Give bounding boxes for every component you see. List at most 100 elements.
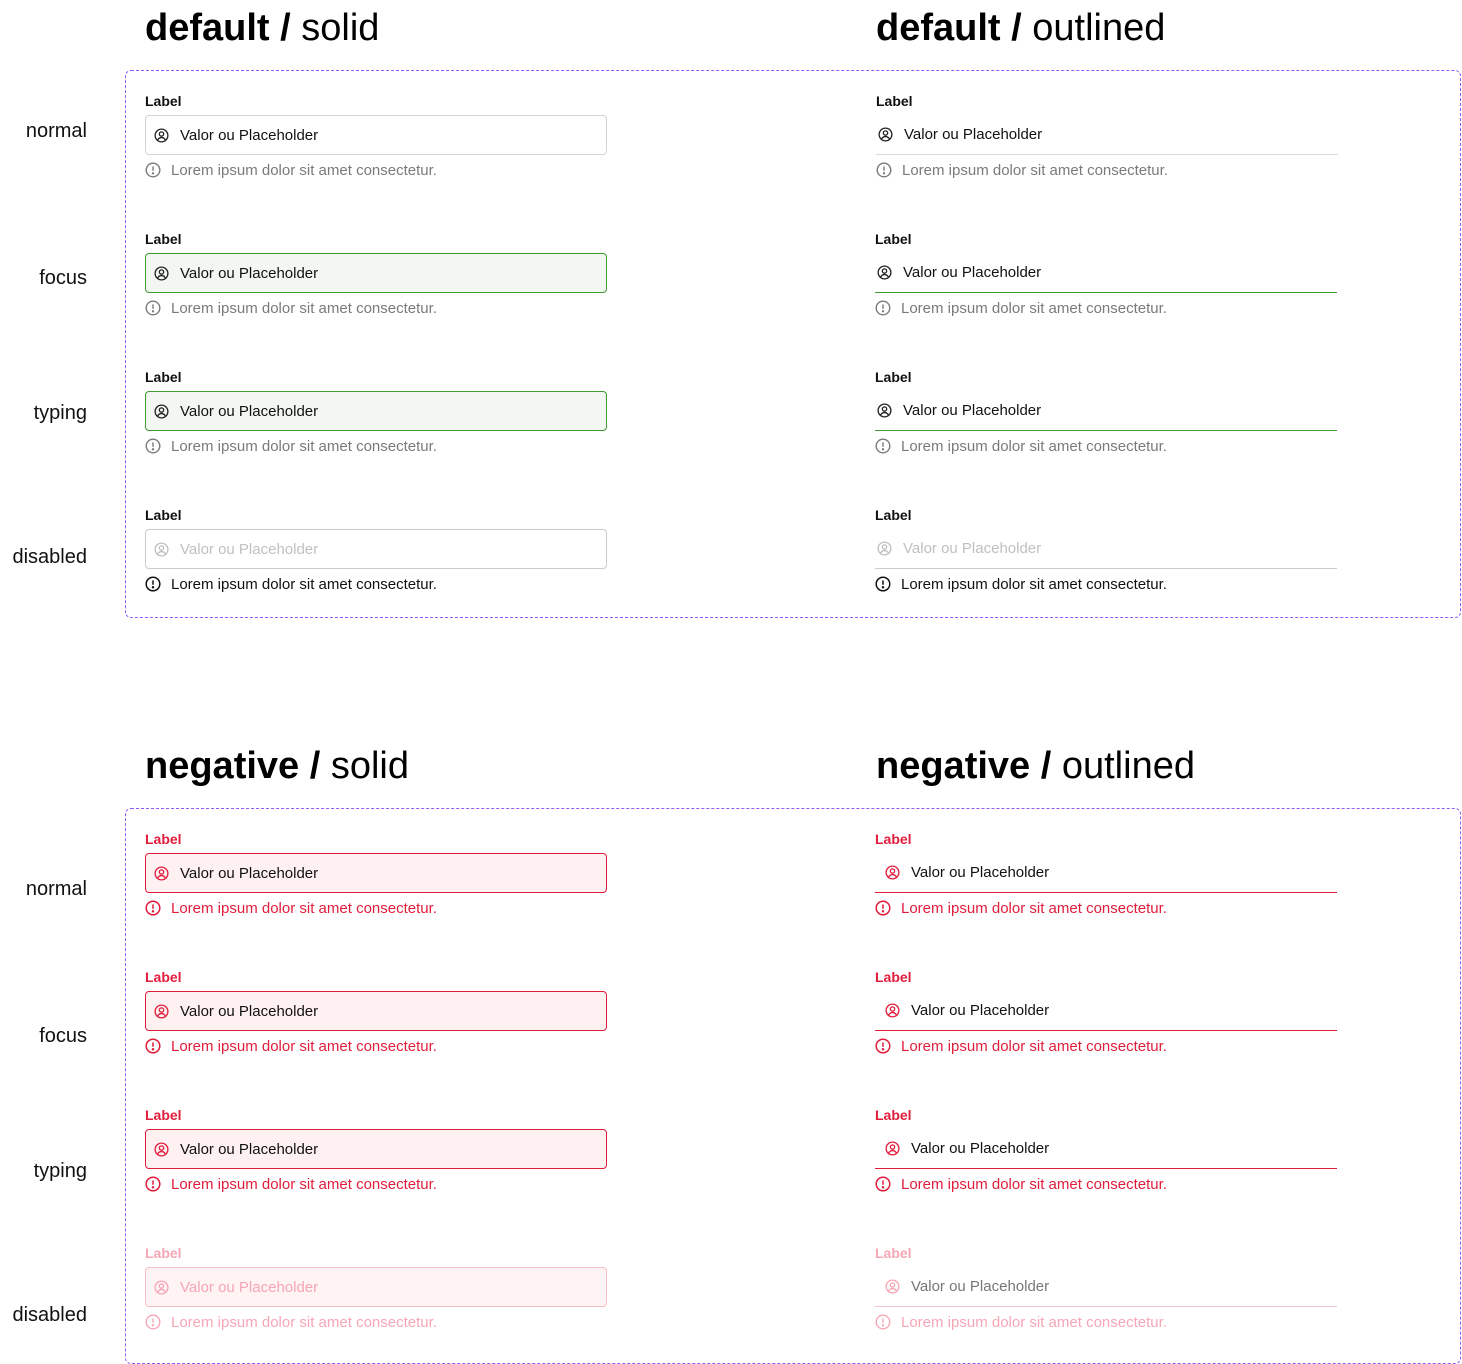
input-value: Valor ou Placeholder <box>180 1140 319 1158</box>
helper-message: Lorem ipsum dolor sit amet consectetur. <box>171 1175 437 1193</box>
user-circle-icon <box>154 265 169 281</box>
helper-text: Lorem ipsum dolor sit amet consectetur. <box>145 1175 437 1193</box>
alert-circle-icon <box>145 438 161 454</box>
alert-circle-icon <box>875 900 891 916</box>
alert-circle-icon <box>875 1176 891 1192</box>
section-title-default-outlined: default / outlined <box>876 7 1166 49</box>
alert-circle-icon <box>875 576 891 592</box>
helper-message: Lorem ipsum dolor sit amet consectetur. <box>171 1037 437 1055</box>
user-circle-icon <box>885 1003 900 1018</box>
input-value: Valor ou Placeholder <box>180 1002 319 1020</box>
alert-circle-icon <box>875 300 891 316</box>
input-box[interactable]: Valor ou Placeholder <box>876 115 1338 155</box>
user-circle-icon <box>877 265 892 280</box>
field-label: Label <box>145 231 182 247</box>
alert-circle-icon <box>876 162 892 178</box>
field-label: Label <box>875 507 912 523</box>
user-circle-icon <box>154 1141 169 1157</box>
helper-message: Lorem ipsum dolor sit amet consectetur. <box>901 437 1167 455</box>
helper-text: Lorem ipsum dolor sit amet consectetur. <box>145 161 437 179</box>
field-label: Label <box>145 831 182 847</box>
input-box[interactable]: Valor ou Placeholder <box>145 391 607 431</box>
state-label-typing: typing <box>33 1160 87 1182</box>
state-label-normal: normal <box>25 120 87 142</box>
input-value: Valor ou Placeholder <box>180 864 319 882</box>
helper-text: Lorem ipsum dolor sit amet consectetur. <box>145 1313 437 1331</box>
input-value: Valor ou Placeholder <box>180 1278 319 1296</box>
helper-text: Lorem ipsum dolor sit amet consectetur. <box>145 575 437 593</box>
user-circle-icon <box>878 127 893 142</box>
variants-frame-default <box>125 70 1461 618</box>
input-value: Valor ou Placeholder <box>903 264 1042 281</box>
helper-message: Lorem ipsum dolor sit amet consectetur. <box>171 161 437 179</box>
helper-message: Lorem ipsum dolor sit amet consectetur. <box>171 299 437 317</box>
state-label-disabled: disabled <box>12 546 87 568</box>
alert-circle-icon <box>145 576 161 592</box>
user-circle-icon <box>154 865 169 881</box>
alert-circle-icon <box>875 1314 891 1330</box>
input-box[interactable]: Valor ou Placeholder <box>145 991 607 1031</box>
input-box[interactable]: Valor ou Placeholder <box>875 1129 1337 1169</box>
helper-message: Lorem ipsum dolor sit amet consectetur. <box>901 899 1167 917</box>
field-label: Label <box>875 1245 912 1261</box>
input-box[interactable]: Valor ou Placeholder <box>875 853 1337 893</box>
alert-circle-icon <box>145 1038 161 1054</box>
state-label-typing: typing <box>33 402 87 424</box>
input-value: Valor ou Placeholder <box>911 864 1050 881</box>
field-label: Label <box>875 831 912 847</box>
helper-text: Lorem ipsum dolor sit amet consectetur. <box>876 161 1168 179</box>
input-value: Valor ou Placeholder <box>180 402 319 420</box>
helper-text: Lorem ipsum dolor sit amet consectetur. <box>145 1037 437 1055</box>
input-value: Valor ou Placeholder <box>180 126 319 144</box>
field-label: Label <box>145 369 182 385</box>
state-label-focus: focus <box>39 267 87 289</box>
input-box: Valor ou Placeholder <box>145 529 607 569</box>
alert-circle-icon <box>875 438 891 454</box>
helper-text: Lorem ipsum dolor sit amet consectetur. <box>875 575 1167 593</box>
state-label-focus: focus <box>39 1025 87 1047</box>
field-label: Label <box>145 507 182 523</box>
input-box[interactable]: Valor ou Placeholder <box>875 991 1337 1031</box>
section-title-negative-outlined: negative / outlined <box>876 745 1195 787</box>
helper-message: Lorem ipsum dolor sit amet consectetur. <box>902 161 1168 179</box>
input-box[interactable]: Valor ou Placeholder <box>145 253 607 293</box>
input-box[interactable]: Valor ou Placeholder <box>145 115 607 155</box>
helper-message: Lorem ipsum dolor sit amet consectetur. <box>171 575 437 593</box>
field-label: Label <box>875 1107 912 1123</box>
helper-message: Lorem ipsum dolor sit amet consectetur. <box>901 1037 1167 1055</box>
state-label-disabled: disabled <box>12 1304 87 1326</box>
helper-text: Lorem ipsum dolor sit amet consectetur. <box>145 900 437 917</box>
helper-message: Lorem ipsum dolor sit amet consectetur. <box>901 1313 1167 1331</box>
helper-text: Lorem ipsum dolor sit amet consectetur. <box>145 299 437 317</box>
field-label: Label <box>875 369 912 385</box>
input-box[interactable]: Valor ou Placeholder <box>875 253 1337 293</box>
helper-text: Lorem ipsum dolor sit amet consectetur. <box>875 1176 1167 1193</box>
alert-circle-icon <box>145 162 161 178</box>
input-box[interactable]: Valor ou Placeholder <box>145 1129 607 1169</box>
input-value: Valor ou Placeholder <box>180 264 319 282</box>
field-label: Label <box>875 969 912 985</box>
input-box: Valor ou Placeholder <box>875 1267 1337 1307</box>
helper-message: Lorem ipsum dolor sit amet consectetur. <box>901 575 1167 593</box>
alert-circle-icon <box>145 300 161 316</box>
section-title-default-solid: default / solid <box>145 7 380 49</box>
helper-text: Lorem ipsum dolor sit amet consectetur. <box>145 438 437 455</box>
field-label: Label <box>145 969 182 985</box>
input-box[interactable]: Valor ou Placeholder <box>145 853 607 893</box>
field-label: Label <box>875 231 912 247</box>
user-circle-icon <box>154 403 169 419</box>
field-label: Label <box>145 93 182 109</box>
input-box[interactable]: Valor ou Placeholder <box>875 391 1337 431</box>
alert-circle-icon <box>145 900 161 916</box>
user-circle-icon <box>154 127 169 143</box>
alert-circle-icon <box>145 1176 161 1192</box>
user-circle-icon <box>885 1141 900 1156</box>
helper-message: Lorem ipsum dolor sit amet consectetur. <box>171 1313 437 1331</box>
alert-circle-icon <box>145 1314 161 1330</box>
helper-text: Lorem ipsum dolor sit amet consectetur. <box>875 1313 1167 1331</box>
user-circle-icon <box>877 541 892 556</box>
user-circle-icon <box>885 865 900 880</box>
field-label: Label <box>145 1245 182 1261</box>
input-value: Valor ou Placeholder <box>180 540 319 558</box>
helper-text: Lorem ipsum dolor sit amet consectetur. <box>875 300 1167 317</box>
